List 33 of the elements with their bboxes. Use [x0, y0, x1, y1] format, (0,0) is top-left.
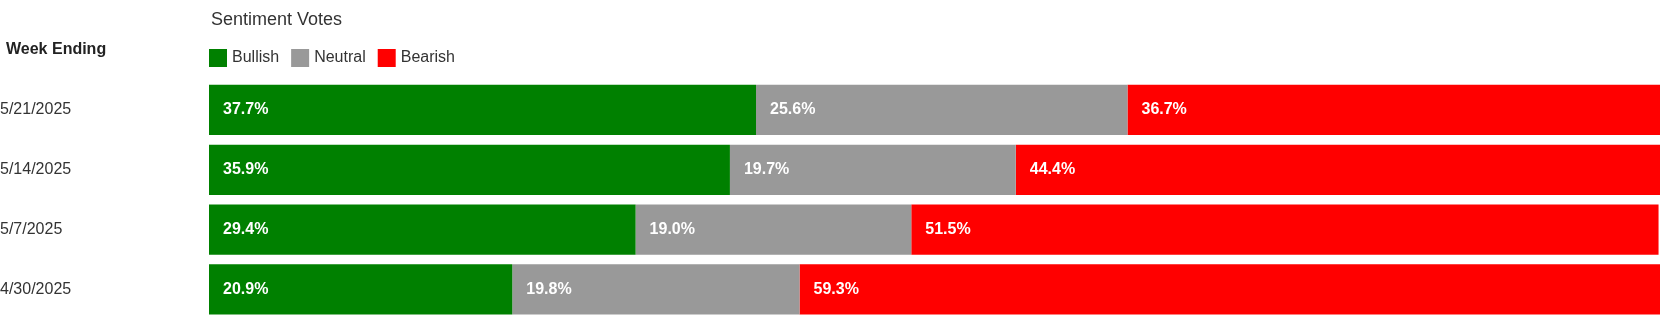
data-label: 19.0%: [649, 220, 695, 238]
y-axis-title: Week Ending: [6, 40, 107, 58]
bar: [1015, 144, 1660, 195]
data-label: 37.7%: [223, 100, 269, 118]
bar: [209, 144, 730, 195]
bar: [1127, 84, 1660, 136]
y-tick-label: 5/7/2025: [0, 220, 63, 238]
data-label: 19.7%: [743, 160, 790, 178]
bar: [209, 204, 636, 255]
bar: [209, 84, 757, 136]
bar: [209, 264, 513, 315]
data-label: 25.6%: [770, 100, 816, 118]
bar: [512, 264, 800, 315]
legend-label: Bearish: [400, 48, 455, 66]
data-label: 36.7%: [1141, 100, 1187, 118]
bar: [911, 204, 1659, 255]
bar: [635, 204, 912, 255]
data-label: 51.5%: [925, 220, 971, 238]
y-tick-label: 4/30/2025: [0, 279, 72, 297]
bar: [756, 84, 1128, 136]
bar: [799, 264, 1660, 315]
data-label: 19.8%: [526, 279, 572, 297]
legend-label: Neutral: [314, 48, 366, 66]
data-label: 29.4%: [223, 220, 269, 238]
data-label: 59.3%: [813, 279, 859, 297]
data-label: 35.9%: [223, 160, 269, 178]
legend-label: Bullish: [232, 48, 280, 66]
data-label: 20.9%: [223, 279, 269, 297]
chart-title: Sentiment Votes: [211, 8, 343, 29]
y-tick-label: 5/14/2025: [0, 160, 72, 178]
bar: [729, 144, 1016, 195]
data-label: 44.4%: [1029, 160, 1076, 178]
y-tick-label: 5/21/2025: [0, 100, 72, 118]
